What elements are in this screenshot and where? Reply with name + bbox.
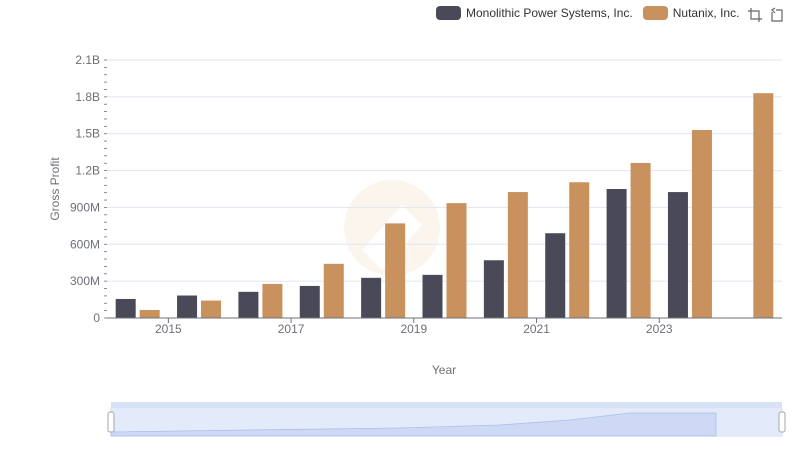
- x-tick-label: 2021: [523, 322, 550, 336]
- legend-swatch-nutanix: [642, 6, 668, 20]
- bar-nutanix-2019[interactable]: [446, 203, 467, 318]
- bar-nutanix-2017[interactable]: [323, 263, 344, 318]
- bar-nutanix-2015[interactable]: [201, 300, 222, 318]
- y-tick-label: 0: [93, 311, 100, 325]
- bars: [115, 93, 774, 319]
- bar-nutanix-2024[interactable]: [753, 93, 774, 319]
- y-tick-label: 1.5B: [75, 127, 100, 141]
- toolbox: [747, 7, 791, 23]
- y-tick-label: 600M: [70, 237, 100, 251]
- bar-monolithic-2018[interactable]: [361, 277, 382, 318]
- bar-nutanix-2018[interactable]: [385, 223, 406, 318]
- data-zoom-slider[interactable]: [107, 402, 786, 437]
- legend-label-monolithic: Monolithic Power Systems, Inc.: [466, 6, 633, 20]
- bar-nutanix-2022[interactable]: [630, 162, 651, 318]
- slider-handle-right[interactable]: [778, 411, 786, 433]
- bar-nutanix-2016[interactable]: [262, 283, 283, 318]
- bar-monolithic-2020[interactable]: [483, 260, 504, 318]
- y-tick-label: 900M: [70, 200, 100, 214]
- y-tick-label: 300M: [70, 274, 100, 288]
- y-tick-label: 1.2B: [75, 164, 100, 178]
- bar-monolithic-2019[interactable]: [422, 274, 443, 318]
- legend-item-monolithic[interactable]: Monolithic Power Systems, Inc.: [436, 6, 633, 20]
- bar-nutanix-2023[interactable]: [691, 130, 712, 318]
- y-axis-title: Gross Profit: [48, 157, 62, 221]
- bar-nutanix-2021[interactable]: [569, 182, 590, 318]
- bar-monolithic-2023[interactable]: [667, 192, 688, 318]
- slider-handle-left[interactable]: [107, 411, 115, 433]
- bar-monolithic-2016[interactable]: [238, 291, 259, 318]
- bar-nutanix-2014[interactable]: [139, 310, 160, 318]
- slider-top-bar[interactable]: [111, 402, 782, 408]
- x-tick-label: 2019: [400, 322, 427, 336]
- bar-monolithic-2014[interactable]: [115, 298, 136, 318]
- bar-monolithic-2021[interactable]: [545, 233, 566, 318]
- legend-swatch-monolithic: [436, 6, 461, 20]
- x-axis: 2015 2017 2019 2021 2023: [107, 317, 782, 336]
- bar-nutanix-2020[interactable]: [507, 192, 528, 318]
- x-tick-label: 2015: [155, 322, 182, 336]
- legend-item-nutanix[interactable]: Nutanix, Inc.: [642, 6, 740, 20]
- y-tick-label: 2.1B: [75, 53, 100, 67]
- x-tick-label: 2023: [646, 322, 673, 336]
- x-tick-label: 2017: [278, 322, 305, 336]
- bar-monolithic-2022[interactable]: [606, 189, 627, 318]
- y-tick-label: 1.8B: [75, 90, 100, 104]
- zoom-icon[interactable]: [747, 7, 763, 23]
- bar-monolithic-2017[interactable]: [299, 285, 320, 318]
- legend: Monolithic Power Systems, Inc. Nutanix, …: [436, 4, 749, 22]
- restore-icon[interactable]: [769, 7, 785, 23]
- y-axis: 0 300M 600M 900M 1.2B 1.5B 1.8B 2.1B: [70, 53, 107, 325]
- legend-label-nutanix: Nutanix, Inc.: [672, 6, 740, 20]
- x-axis-title: Year: [432, 363, 456, 377]
- bar-monolithic-2015[interactable]: [177, 295, 198, 318]
- slider-preview-area: [110, 412, 717, 437]
